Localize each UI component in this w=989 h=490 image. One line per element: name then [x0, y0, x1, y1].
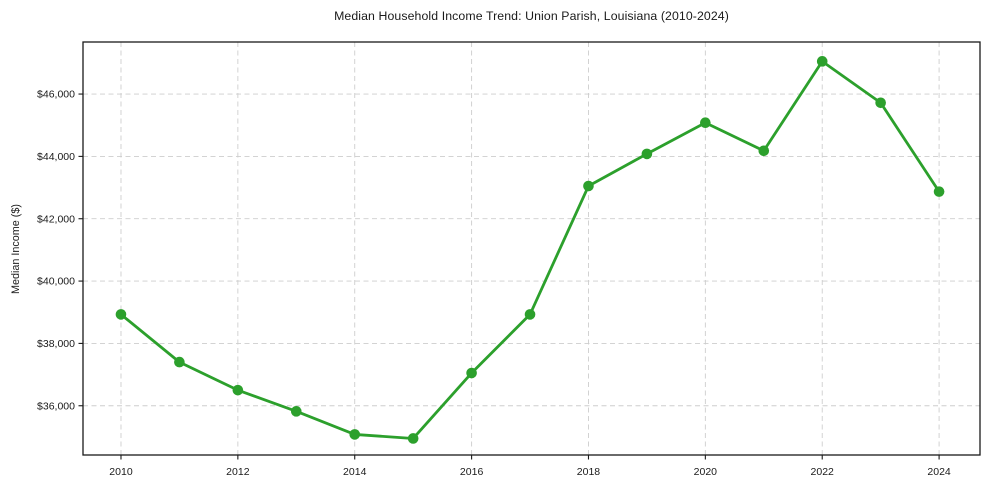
x-tick-label: 2016: [460, 466, 484, 478]
chart-title: Median Household Income Trend: Union Par…: [334, 9, 729, 23]
data-point: [232, 384, 244, 396]
y-tick-label: $44,000: [37, 151, 75, 163]
data-point: [174, 356, 185, 368]
x-tick-label: 2022: [811, 466, 835, 478]
y-tick-label: $36,000: [37, 400, 75, 412]
data-point: [641, 148, 653, 160]
x-tick-label: 2024: [927, 466, 951, 478]
x-tick-label: 2020: [694, 466, 718, 478]
plot-area: [83, 42, 980, 455]
x-tick-label: 2018: [577, 466, 601, 478]
data-point: [700, 117, 711, 129]
y-tick-label: $46,000: [37, 89, 75, 101]
data-point: [933, 186, 945, 197]
data-point: [290, 406, 302, 417]
y-tick-label: $38,000: [37, 338, 75, 350]
x-tick-label: 2012: [226, 466, 250, 478]
y-tick-label: $42,000: [37, 213, 75, 225]
data-point: [583, 180, 594, 192]
x-tick-label: 2010: [109, 466, 133, 478]
data-point: [115, 309, 127, 320]
data-point: [816, 56, 828, 67]
x-tick-label: 2014: [343, 466, 367, 478]
data-point: [407, 433, 419, 444]
data-point: [875, 97, 886, 109]
data-point: [466, 367, 477, 379]
data-point: [349, 429, 361, 440]
data-point: [758, 145, 770, 157]
y-tick-label: $40,000: [37, 276, 75, 288]
axes-frame: [82, 41, 981, 456]
data-point: [524, 309, 536, 320]
